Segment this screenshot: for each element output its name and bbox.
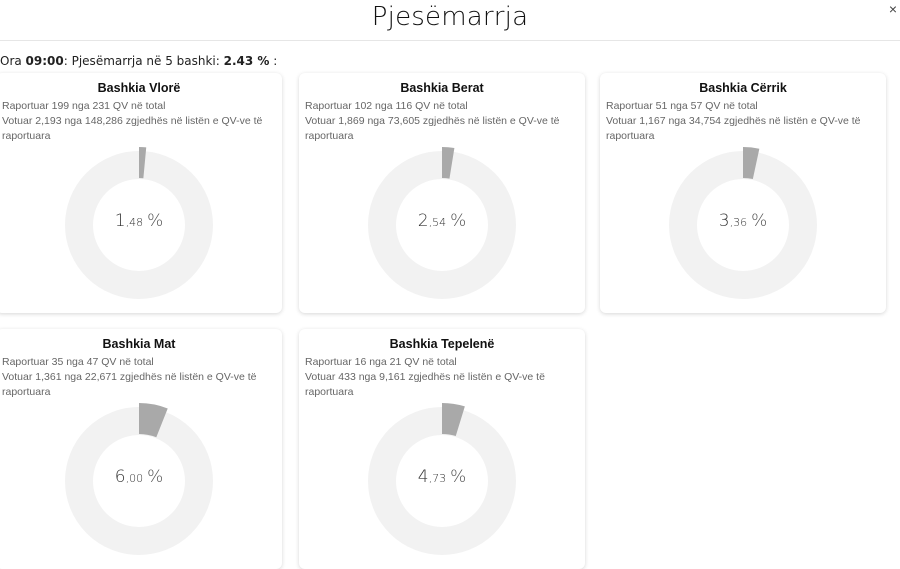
value-decimals: ,48: [125, 216, 144, 229]
value-integer: 2: [417, 211, 429, 231]
card-title: Bashkia Vlorë: [97, 81, 181, 95]
value-decimals: ,73: [428, 472, 447, 485]
summary-value: 2.43 %: [223, 54, 270, 68]
value-decimals: ,00: [125, 472, 144, 485]
card-title: Bashkia Mat: [102, 337, 176, 351]
donut-segment: [442, 147, 455, 179]
municipality-card: Bashkia Mat Raportuar 35 nga 47 QV në to…: [0, 329, 282, 569]
summary-suffix: :: [269, 54, 278, 68]
municipality-card: Bashkia Cërrik Raportuar 51 nga 57 QV në…: [600, 73, 886, 313]
card-voted-text: Votuar 1,869 nga 73,605 zgjedhës në list…: [305, 115, 560, 142]
municipality-card: Bashkia Berat Raportuar 102 nga 116 QV n…: [299, 73, 585, 313]
donut-value-label: 4,73%: [299, 467, 585, 487]
value-percent-sign: %: [751, 211, 768, 231]
participation-summary: Ora 09:00: Pjesëmarrja në 5 bashki: 2.43…: [0, 54, 277, 68]
value-integer: 6: [114, 467, 126, 487]
card-voted-text: Votuar 1,167 nga 34,754 zgjedhës në list…: [606, 115, 861, 142]
card-title: Bashkia Tepelenë: [389, 337, 495, 351]
card-reported-text: Raportuar 51 nga 57 QV në total: [606, 100, 758, 112]
value-percent-sign: %: [450, 211, 467, 231]
value-decimals: ,36: [729, 216, 748, 229]
card-reported-text: Raportuar 102 nga 116 QV në total: [305, 100, 468, 112]
summary-time: 09:00: [25, 54, 64, 68]
value-integer: 4: [417, 467, 429, 487]
card-title: Bashkia Berat: [400, 81, 484, 95]
card-reported-text: Raportuar 35 nga 47 QV në total: [2, 356, 154, 368]
donut-chart: [299, 401, 585, 561]
card-reported-text: Raportuar 16 nga 21 QV në total: [305, 356, 457, 368]
value-decimals: ,54: [428, 216, 447, 229]
donut-value-label: 2,54%: [299, 211, 585, 231]
donut-value-label: 3,36%: [600, 211, 886, 231]
municipality-card: Bashkia Tepelenë Raportuar 16 nga 21 QV …: [299, 329, 585, 569]
close-icon[interactable]: ×: [888, 1, 898, 17]
donut-svg: [669, 147, 817, 299]
donut-segment: [139, 403, 168, 438]
donut-svg: [368, 147, 516, 299]
donut-chart: [299, 145, 585, 305]
donut-segment: [743, 147, 760, 180]
donut-chart: [600, 145, 886, 305]
donut-chart: [0, 401, 282, 561]
donut-svg: [65, 403, 213, 555]
donut-chart: [0, 145, 282, 305]
card-title: Bashkia Cërrik: [699, 81, 787, 95]
value-percent-sign: %: [450, 467, 467, 487]
value-integer: 3: [718, 211, 730, 231]
summary-middle: : Pjesëmarrja në 5 bashki:: [63, 54, 224, 68]
value-percent-sign: %: [147, 211, 164, 231]
card-voted-text: Votuar 2,193 nga 148,286 zgjedhës në lis…: [2, 115, 263, 142]
value-percent-sign: %: [147, 467, 164, 487]
modal-title: Pjesëmarrja: [371, 2, 529, 32]
donut-svg: [368, 403, 516, 555]
card-voted-text: Votuar 433 nga 9,161 zgjedhës në listën …: [305, 371, 545, 398]
municipality-card: Bashkia Vlorë Raportuar 199 nga 231 QV n…: [0, 73, 282, 313]
card-voted-text: Votuar 1,361 nga 22,671 zgjedhës në list…: [2, 371, 257, 398]
donut-segment: [442, 403, 465, 437]
donut-value-label: 6,00%: [0, 467, 282, 487]
donut-value-label: 1,48%: [0, 211, 282, 231]
donut-svg: [65, 147, 213, 299]
value-integer: 1: [114, 211, 126, 231]
summary-prefix: Ora: [0, 54, 26, 68]
donut-segment: [139, 147, 147, 179]
card-reported-text: Raportuar 199 nga 231 QV në total: [2, 100, 166, 112]
modal-header: Pjesëmarrja ×: [0, 0, 900, 41]
